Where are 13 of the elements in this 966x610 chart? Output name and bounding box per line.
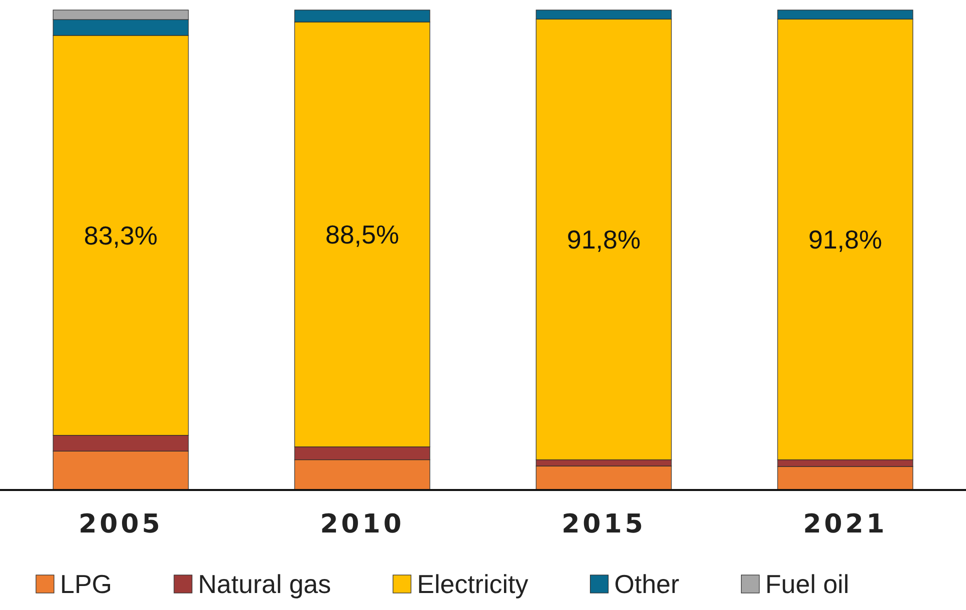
x-tick-label: 2021 [803,509,888,540]
data-label: 91,8% [566,224,641,254]
legend-label: Other [614,569,680,599]
legend-label: Natural gas [198,569,331,599]
x-tick-label: 2015 [562,509,646,540]
data-label: 91,8% [808,224,882,254]
x-tick-label: 2010 [320,509,404,540]
legend-label: Electricity [417,569,528,599]
legend-label: LPG [60,569,112,599]
x-tick-label: 2005 [78,509,163,540]
data-label: 83,3% [84,220,158,250]
data-label: 88,5% [325,219,400,250]
legend-label: Fuel oil [765,569,850,599]
